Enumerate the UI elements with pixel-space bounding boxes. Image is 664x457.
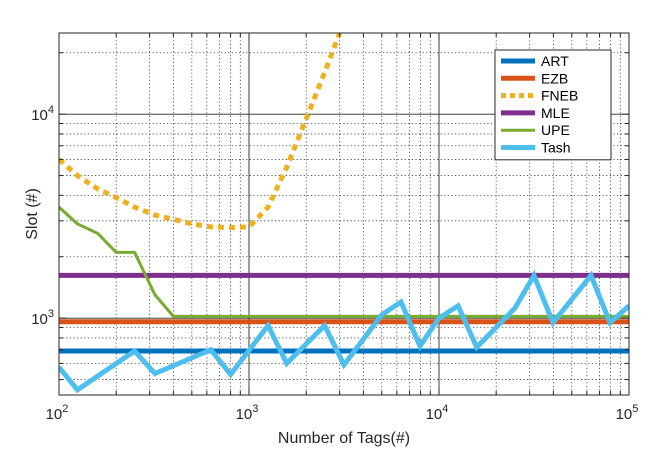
series-group xyxy=(59,33,629,394)
series-line-fneb xyxy=(59,33,342,231)
x-tick-labels: 102 103 104 105 xyxy=(46,403,639,423)
y-tick-labels: 103 104 xyxy=(31,104,54,328)
x-axis-title: Number of Tags(#) xyxy=(278,430,410,447)
series-line-tash xyxy=(59,269,629,394)
legend-label-upe: UPE xyxy=(541,122,570,138)
legend-label-tash: Tash xyxy=(541,140,571,156)
x-tick-label: 102 xyxy=(46,403,69,423)
legend-box xyxy=(494,49,612,161)
x-tick-label: 105 xyxy=(616,403,639,423)
grid xyxy=(58,33,630,395)
y-tick-label: 103 xyxy=(31,308,54,328)
tick-marks xyxy=(58,33,630,395)
legend-label-ezb: EZB xyxy=(541,70,568,86)
legend-label-mle: MLE xyxy=(541,105,570,121)
x-tick-label: 104 xyxy=(426,403,449,423)
legend-label-art: ART xyxy=(541,53,569,69)
series-line-upe xyxy=(59,206,629,318)
legend-label-fneb: FNEB xyxy=(541,88,578,104)
y-axis-title: Slot (#) xyxy=(24,188,41,240)
y-tick-label: 104 xyxy=(31,104,54,124)
plot-frame xyxy=(58,32,630,396)
x-tick-label: 103 xyxy=(236,403,259,423)
